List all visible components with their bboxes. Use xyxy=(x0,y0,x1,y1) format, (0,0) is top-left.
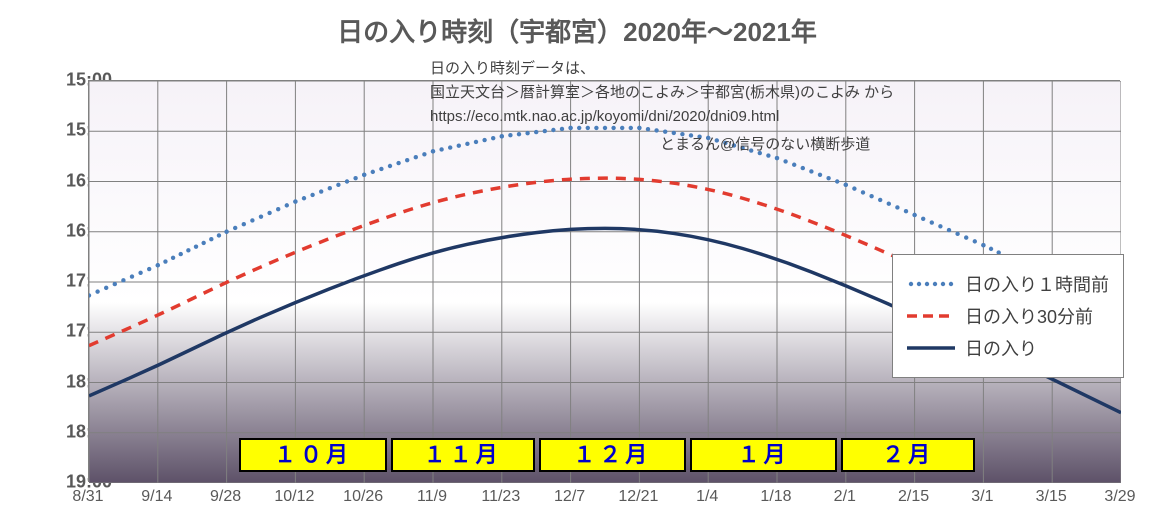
legend-swatch xyxy=(907,274,955,294)
x-axis-tick-label: 12/7 xyxy=(554,488,585,506)
x-axis-tick-label: 11/23 xyxy=(481,488,520,506)
x-axis-tick-label: 10/12 xyxy=(274,488,314,506)
legend-item: 日の入り xyxy=(907,335,1109,361)
x-axis-tick-label: 12/21 xyxy=(618,488,658,506)
x-axis-tick-label: 8/31 xyxy=(72,488,103,506)
month-box: １月 xyxy=(690,438,837,472)
annotation-text: 日の入り時刻データは、 xyxy=(430,58,595,81)
x-axis-tick-label: 3/29 xyxy=(1104,488,1135,506)
legend-label: 日の入り30分前 xyxy=(965,303,1093,329)
legend-swatch xyxy=(907,338,955,358)
legend-item: 日の入り１時間前 xyxy=(907,271,1109,297)
legend-item: 日の入り30分前 xyxy=(907,303,1109,329)
x-axis-tick-label: 2/15 xyxy=(898,488,929,506)
annotation-text: 国立天文台＞暦計算室＞各地のこよみ＞宇都宮(栃木県)のこよみ から xyxy=(430,82,894,105)
x-axis-tick-label: 3/1 xyxy=(971,488,993,506)
x-axis-tick-label: 1/4 xyxy=(696,488,718,506)
legend-swatch xyxy=(907,306,955,326)
x-axis-tick-label: 10/26 xyxy=(343,488,383,506)
legend-label: 日の入り１時間前 xyxy=(965,271,1109,297)
legend: 日の入り１時間前日の入り30分前日の入り xyxy=(892,254,1124,378)
month-box: １１月 xyxy=(391,438,535,472)
month-box: ２月 xyxy=(841,438,975,472)
legend-label: 日の入り xyxy=(965,335,1037,361)
chart-container: 日の入り時刻（宇都宮）2020年～2021年 15:0015:3016:0016… xyxy=(0,0,1154,523)
x-axis-tick-label: 11/9 xyxy=(417,488,447,506)
month-box: １２月 xyxy=(539,438,686,472)
x-axis-tick-label: 3/15 xyxy=(1036,488,1067,506)
annotation-text: https://eco.mtk.nao.ac.jp/koyomi/dni/202… xyxy=(430,106,779,129)
x-axis-tick-label: 9/14 xyxy=(141,488,172,506)
x-axis-tick-label: 9/28 xyxy=(210,488,241,506)
annotation-text: とまるん@信号のない横断歩道 xyxy=(660,134,870,157)
x-axis-tick-label: 1/18 xyxy=(760,488,791,506)
month-box: １０月 xyxy=(239,438,386,472)
chart-title: 日の入り時刻（宇都宮）2020年～2021年 xyxy=(0,12,1154,49)
x-axis-tick-label: 2/1 xyxy=(834,488,856,506)
